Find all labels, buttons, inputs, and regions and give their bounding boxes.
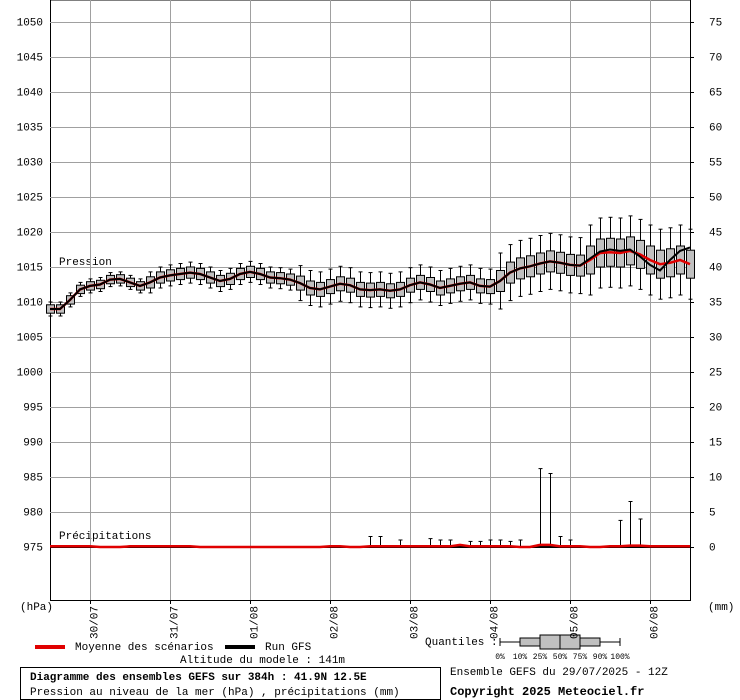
box — [686, 249, 695, 279]
x-tick-label: 01/08 — [249, 606, 261, 639]
y-unit: (hPa) — [20, 602, 53, 614]
precip-label: Précipitations — [59, 531, 151, 543]
y-tick-label: 1025 — [17, 192, 43, 204]
y2-tick-label: 45 — [709, 227, 722, 239]
x-tick-label: 04/08 — [489, 606, 501, 639]
altitude: Altitude du modele : 141m — [180, 655, 345, 667]
quantile-label: 90% — [593, 653, 608, 662]
y2-unit: (mm) — [708, 602, 734, 614]
y2-tick-label: 55 — [709, 157, 722, 169]
y-tick-label: 985 — [23, 472, 43, 484]
y-tick-label: 980 — [23, 507, 43, 519]
quantile-label: 100% — [610, 653, 629, 662]
quantile-label: 0% — [495, 653, 505, 662]
y-tick-label: 1050 — [17, 17, 43, 29]
y2-tick-label: 5 — [709, 507, 716, 519]
legend-label: Run GFS — [265, 642, 312, 654]
y-tick-label: 1030 — [17, 157, 43, 169]
y2-tick-label: 10 — [709, 472, 722, 484]
x-tick-label: 02/08 — [329, 606, 341, 639]
y-tick-label: 975 — [23, 542, 43, 554]
y2-tick-label: 75 — [709, 17, 722, 29]
x-tick-label: 03/08 — [409, 606, 421, 639]
y-tick-label: 1045 — [17, 52, 43, 64]
x-tick-label: 05/08 — [569, 606, 581, 639]
legend-label: Moyenne des scénarios — [75, 642, 214, 654]
quantile-label: 25% — [533, 653, 548, 662]
y2-tick-label: 35 — [709, 297, 722, 309]
run-info: Ensemble GEFS du 29/07/2025 - 12Z — [450, 667, 668, 679]
precip-mean-line — [50, 543, 690, 549]
y-tick-label: 990 — [23, 437, 43, 449]
y-tick-label: 1015 — [17, 262, 43, 274]
quantile-glyph — [499, 634, 621, 650]
y2-tick-label: 15 — [709, 437, 722, 449]
title: Diagramme des ensembles GEFS sur 384h : … — [30, 672, 367, 684]
x-tick-label: 06/08 — [649, 606, 661, 639]
y-tick-label: 1010 — [17, 297, 43, 309]
y2-tick-label: 0 — [709, 542, 716, 554]
copyright: Copyright 2025 Meteociel.fr — [450, 685, 644, 699]
quantile-label: 75% — [573, 653, 588, 662]
series-line — [50, 246, 691, 310]
grid — [50, 0, 690, 600]
y2-tick-label: 60 — [709, 122, 722, 134]
y2-tick-label: 25 — [709, 367, 722, 379]
title-box — [20, 667, 441, 700]
y-tick-label: 1005 — [17, 332, 43, 344]
y2-tick-label: 20 — [709, 402, 722, 414]
subtitle: Pression au niveau de la mer (hPa) , pré… — [30, 687, 400, 699]
y2-tick-label: 40 — [709, 262, 722, 274]
y-tick-label: 1020 — [17, 227, 43, 239]
x-tick-label: 30/07 — [89, 606, 101, 639]
y-tick-label: 1035 — [17, 122, 43, 134]
y2-tick-label: 30 — [709, 332, 722, 344]
y2-tick-label: 65 — [709, 87, 722, 99]
quantile-label: 50% — [553, 653, 568, 662]
x-tick-label: 31/07 — [169, 606, 181, 639]
precip — [50, 468, 690, 549]
quantile-label: 10% — [513, 653, 528, 662]
y2-tick-label: 50 — [709, 192, 722, 204]
y-tick-label: 1040 — [17, 87, 43, 99]
quantiles-label: Quantiles : — [425, 637, 498, 649]
y-tick-label: 995 — [23, 402, 43, 414]
y2-tick-label: 70 — [709, 52, 722, 64]
y-tick-label: 1000 — [17, 367, 43, 379]
pressure-label: Pression — [59, 257, 112, 269]
